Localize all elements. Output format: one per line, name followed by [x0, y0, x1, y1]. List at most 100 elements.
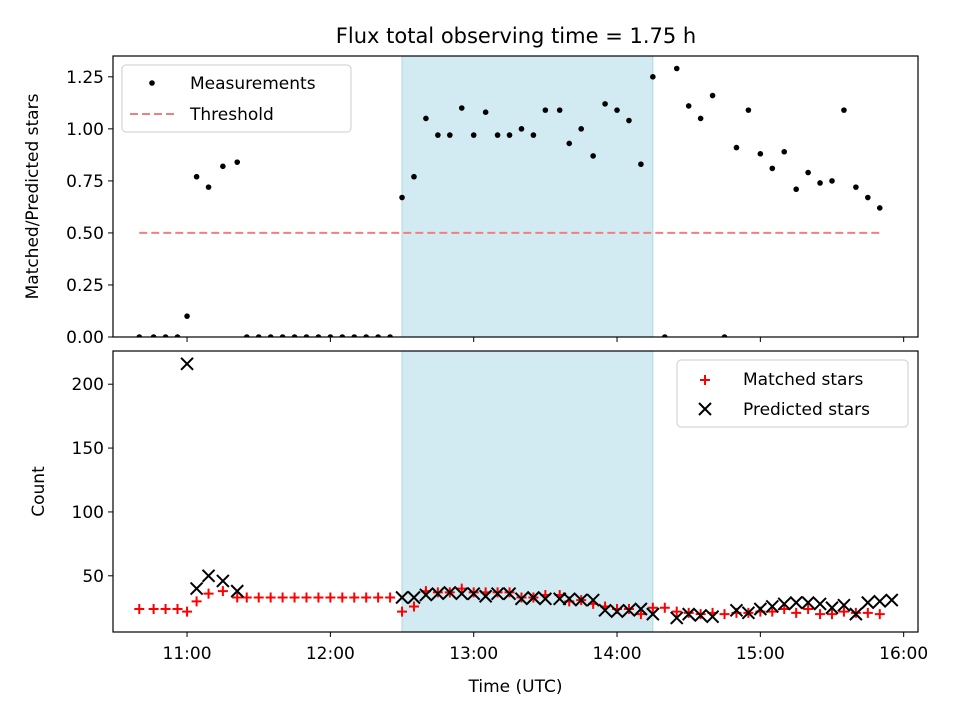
measurement-point	[315, 334, 322, 337]
predicted-point	[849, 607, 863, 621]
top-y-tick-label: 1.00	[66, 120, 104, 140]
predicted-point	[514, 592, 529, 606]
bottom-axes-frame	[112, 350, 919, 633]
measurement-point	[542, 107, 549, 113]
bottom-y-tick-label: 50	[82, 567, 104, 587]
top-y-axis-label: Matched/Predicted stars	[23, 93, 43, 299]
predicted-point	[646, 607, 660, 621]
predicted-point	[885, 593, 899, 607]
legend-matched-marker	[700, 375, 710, 385]
matched-point	[148, 604, 159, 615]
measurement-point	[556, 107, 563, 113]
matched-point	[779, 604, 790, 615]
legend-matched-label: Matched stars	[743, 370, 863, 390]
predicted-point	[837, 598, 851, 612]
predicted-point	[634, 602, 648, 616]
matched-point	[361, 592, 372, 603]
measurement-point	[817, 180, 823, 186]
measurement-point	[243, 334, 250, 337]
bottom-y-tick-label: 150	[72, 439, 104, 459]
predicted-point	[189, 581, 204, 596]
predicted-point	[586, 593, 600, 607]
bottom-y-tick-label: 100	[72, 503, 104, 523]
predicted-point	[765, 599, 779, 614]
measurement-point	[136, 334, 143, 337]
predicted-point	[552, 592, 567, 606]
measurement-point	[435, 132, 441, 138]
measurement-point	[458, 105, 465, 111]
predicted-point	[562, 592, 576, 606]
top-panel: 0.00 0.25 0.50 0.75 1.00 1.25 Matched/Predicte…	[23, 55, 919, 348]
measurement-point	[387, 334, 393, 337]
measurement-point	[721, 334, 728, 337]
matched-point	[838, 606, 849, 617]
measurement-point	[865, 194, 871, 201]
measurement-point	[447, 132, 453, 138]
legend-threshold-label: Threshold	[189, 105, 274, 125]
matched-point	[385, 592, 396, 603]
matched-point	[767, 606, 778, 617]
measurement-point	[614, 107, 620, 113]
predicted-point	[693, 608, 708, 623]
predicted-point	[490, 586, 505, 601]
legend-box	[121, 64, 352, 133]
predicted-point	[180, 357, 194, 371]
matched-point	[191, 596, 202, 607]
matched-point	[253, 592, 264, 603]
predicted-point	[729, 603, 744, 617]
measurement-point	[876, 205, 883, 211]
matched-point	[827, 609, 838, 620]
legend-predicted-marker	[698, 402, 712, 416]
measurement-point	[829, 178, 835, 184]
matched-point	[160, 604, 171, 615]
matched-point	[349, 592, 360, 603]
measurement-point	[205, 184, 212, 190]
matched-point	[301, 592, 312, 603]
predicted-point	[622, 603, 636, 617]
measurement-point	[193, 173, 200, 180]
matched-point	[232, 592, 243, 603]
top-y-tick-label: 0.75	[66, 172, 104, 192]
bottom-y-axis-label: Count	[29, 466, 49, 517]
legend-predicted-label: Predicted stars	[743, 400, 870, 420]
predicted-point	[705, 609, 720, 624]
measurement-point	[150, 334, 157, 337]
measurement-point	[757, 151, 764, 157]
legend-measurement-marker	[149, 80, 155, 86]
matched-point	[803, 604, 814, 615]
predicted-point	[753, 602, 768, 616]
predicted-point	[395, 590, 409, 605]
measurement-point	[220, 163, 226, 170]
matched-point	[172, 604, 183, 615]
predicted-point	[681, 607, 696, 621]
predicted-point	[789, 595, 803, 610]
bottom-marks	[134, 357, 899, 625]
matched-point	[647, 602, 658, 613]
predicted-point	[478, 589, 493, 603]
x-axis-label: Time (UTC)	[468, 677, 563, 697]
predicted-point	[861, 595, 875, 610]
measurement-point	[267, 334, 274, 337]
matched-point	[791, 607, 802, 618]
measurement-point	[339, 334, 346, 337]
predicted-point	[801, 595, 815, 610]
measurement-point	[482, 109, 489, 115]
predicted-point	[777, 597, 791, 611]
x-tick-label: 13:00	[449, 644, 498, 664]
measurement-point	[626, 117, 632, 124]
matched-point	[862, 607, 873, 618]
matched-point	[313, 592, 324, 603]
matched-point	[874, 609, 885, 620]
legend-measurements-label: Measurements	[190, 74, 316, 94]
predicted-point	[610, 604, 624, 619]
top-observing-window	[401, 55, 654, 338]
predicted-point	[201, 569, 216, 583]
measurement-point	[363, 334, 370, 337]
measurement-point	[590, 153, 596, 159]
predicted-point	[419, 588, 433, 602]
predicted-point	[230, 584, 244, 598]
measurement-point	[578, 126, 584, 132]
x-tick-label: 16:00	[879, 644, 928, 664]
